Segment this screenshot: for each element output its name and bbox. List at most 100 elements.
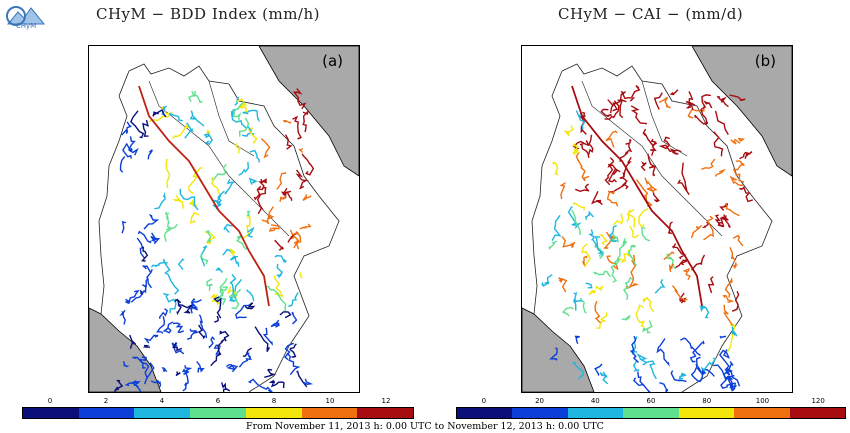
river-segment bbox=[289, 343, 297, 358]
river-segment bbox=[122, 143, 132, 159]
colorbar-segment bbox=[190, 408, 246, 418]
river-segment bbox=[208, 336, 216, 349]
colorbar-tick-label: 8 bbox=[271, 397, 277, 405]
river-segment bbox=[274, 239, 284, 251]
river-segment bbox=[205, 230, 212, 243]
river-segment bbox=[724, 277, 733, 298]
river-segment bbox=[623, 156, 632, 177]
river-segment bbox=[719, 349, 730, 371]
river-segment bbox=[561, 236, 576, 249]
river-segment bbox=[612, 91, 627, 112]
river-segment bbox=[174, 298, 182, 316]
river-segment bbox=[246, 289, 255, 302]
river-segment bbox=[154, 191, 166, 210]
colorbar-tick-label: 10 bbox=[325, 397, 335, 405]
river-segment bbox=[652, 191, 661, 203]
river-segment bbox=[599, 371, 609, 385]
river-segment bbox=[699, 305, 710, 319]
colorbar-tick-label: 0 bbox=[47, 397, 53, 405]
river-segment bbox=[156, 315, 166, 334]
river-segment bbox=[187, 90, 196, 103]
river-segment bbox=[585, 282, 593, 289]
region-outline bbox=[148, 80, 290, 237]
river-segment bbox=[295, 169, 309, 190]
colorbar-tick-label: 6 bbox=[215, 397, 221, 405]
river-segment bbox=[571, 142, 581, 156]
river-segment bbox=[659, 381, 669, 392]
river-segment bbox=[214, 315, 219, 323]
river-segment bbox=[235, 302, 253, 319]
river-segment bbox=[143, 334, 159, 344]
river-segment bbox=[301, 153, 315, 176]
colorbar-b-ticks: 0 20 40 60 80 100 120 bbox=[456, 397, 846, 407]
river-segment bbox=[262, 327, 273, 346]
colorbar-segment bbox=[457, 408, 513, 418]
river-segment bbox=[246, 210, 251, 217]
river-segment bbox=[127, 136, 139, 156]
river-segment bbox=[268, 224, 280, 232]
river-segment bbox=[732, 160, 745, 183]
river-segment bbox=[238, 117, 250, 137]
map-panel-b[interactable]: (b) bbox=[521, 45, 793, 393]
river-segment bbox=[631, 85, 641, 98]
river-segment bbox=[165, 158, 171, 189]
river-segment bbox=[143, 362, 155, 385]
river-segment bbox=[732, 262, 738, 269]
river-segment bbox=[702, 100, 713, 109]
river-segment bbox=[625, 138, 632, 145]
river-segment bbox=[658, 96, 671, 109]
river-segment bbox=[641, 227, 651, 242]
river-segment bbox=[225, 364, 239, 373]
river-segment bbox=[276, 263, 284, 278]
river-segment bbox=[619, 142, 633, 162]
river-segment bbox=[720, 376, 737, 390]
river-segment bbox=[579, 142, 590, 156]
river-segment bbox=[666, 253, 677, 270]
river-segment bbox=[638, 207, 649, 229]
region-outline bbox=[128, 63, 340, 392]
river-segment bbox=[249, 149, 260, 163]
river-segment bbox=[248, 127, 258, 144]
river-segment bbox=[668, 263, 675, 273]
river-segment bbox=[637, 371, 645, 387]
river-segment bbox=[671, 243, 687, 260]
river-segment bbox=[642, 360, 657, 380]
river-segment bbox=[283, 120, 292, 124]
river-segment bbox=[187, 166, 203, 195]
river-segment bbox=[732, 234, 744, 247]
river-segment bbox=[689, 340, 705, 363]
river-segment bbox=[609, 224, 618, 243]
river-segment bbox=[722, 294, 735, 304]
river-segment bbox=[292, 115, 302, 140]
river-segment bbox=[224, 178, 235, 195]
river-segment bbox=[244, 302, 256, 310]
region-outline bbox=[98, 70, 130, 315]
river-segment bbox=[189, 211, 200, 224]
river-segment bbox=[228, 279, 242, 302]
river-segment bbox=[221, 382, 231, 392]
river-segment bbox=[184, 122, 194, 139]
map-panel-a[interactable]: (a) bbox=[88, 45, 360, 393]
river-segment bbox=[124, 380, 141, 387]
river-segment bbox=[642, 128, 658, 147]
river-segment bbox=[229, 255, 240, 267]
colorbar-tick-label: 20 bbox=[535, 397, 545, 405]
river-segment bbox=[129, 334, 137, 349]
river-segment bbox=[229, 273, 237, 302]
river-segment bbox=[130, 110, 145, 139]
river-segment bbox=[581, 243, 591, 268]
colorbar-tick-label: 12 bbox=[381, 397, 391, 405]
river-segment bbox=[229, 288, 242, 310]
river-segment bbox=[142, 119, 149, 137]
colorbar-tick-label: 80 bbox=[702, 397, 712, 405]
river-segment bbox=[130, 278, 149, 303]
river-segment bbox=[628, 254, 637, 288]
river-segment bbox=[171, 342, 185, 355]
river-segment bbox=[642, 320, 653, 334]
panel-a-title: CHyM − BDD Index (mm/h) bbox=[96, 5, 320, 23]
river-segment bbox=[147, 149, 153, 160]
river-segment bbox=[675, 259, 688, 269]
river-segment bbox=[256, 186, 267, 215]
river-segment bbox=[627, 244, 637, 266]
river-segment bbox=[206, 278, 213, 291]
